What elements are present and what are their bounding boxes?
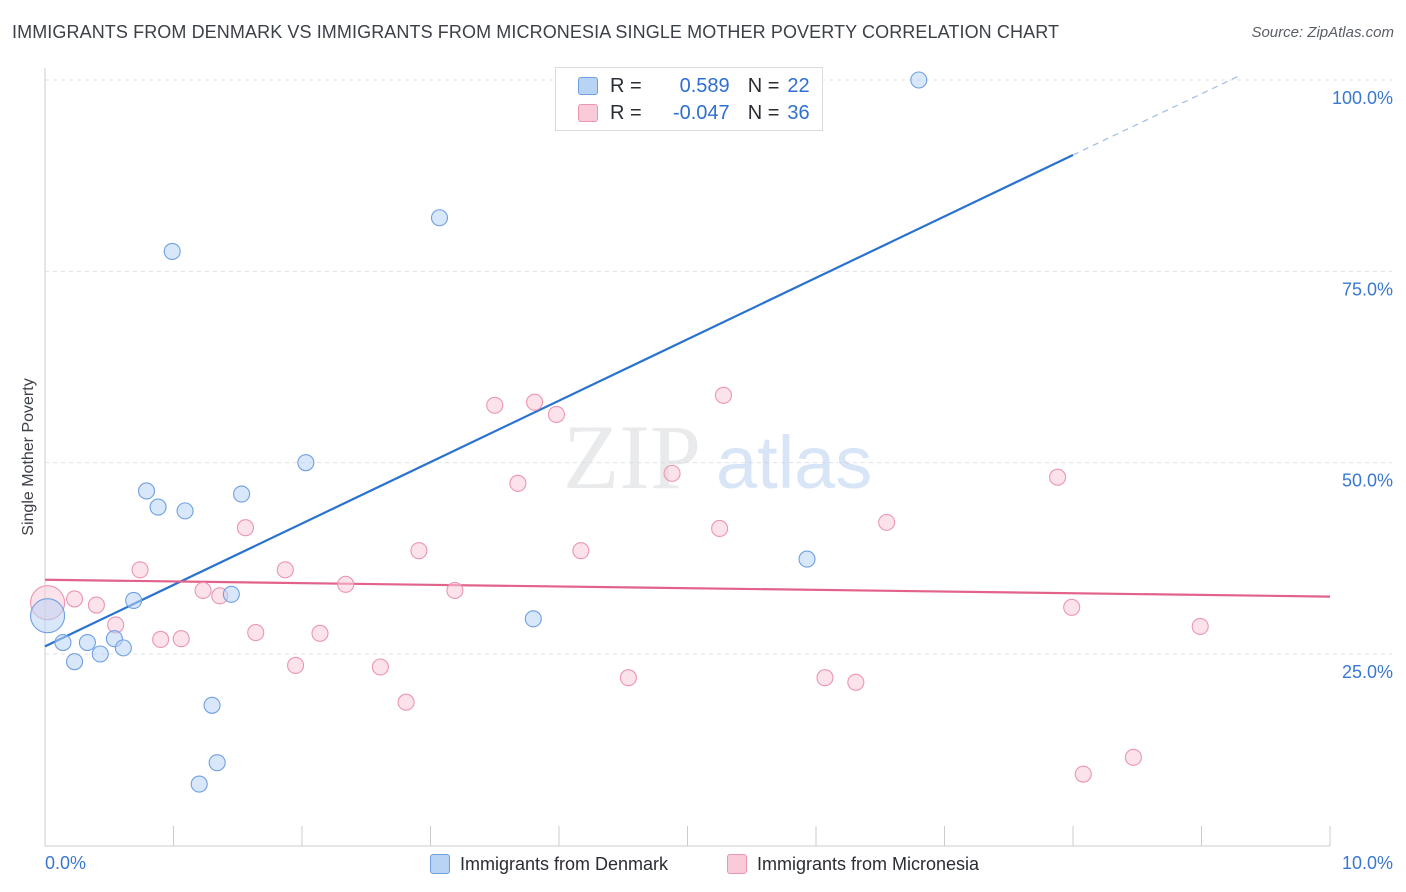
legend-row-micronesia: R = -0.047 N = 36 bbox=[578, 100, 810, 126]
denmark-point bbox=[190, 775, 208, 793]
micronesia-point bbox=[526, 393, 544, 411]
denmark-point bbox=[208, 754, 226, 772]
micronesia-point bbox=[311, 624, 329, 642]
micronesia-point bbox=[131, 561, 149, 579]
micronesia-point bbox=[337, 575, 355, 593]
x-tick-label-max: 10.0% bbox=[1342, 853, 1393, 873]
micronesia-point bbox=[236, 519, 255, 537]
denmark-point bbox=[30, 598, 66, 634]
denmark-legend-swatch bbox=[430, 854, 450, 874]
micronesia-point bbox=[247, 624, 265, 642]
micronesia-point bbox=[1191, 617, 1209, 635]
micronesia-point bbox=[714, 386, 733, 404]
denmark-point bbox=[137, 482, 156, 500]
micronesia-point bbox=[397, 693, 415, 711]
y-tick-label: 75.0% bbox=[1342, 279, 1393, 299]
denmark-point bbox=[233, 485, 251, 503]
y-tick-label: 25.0% bbox=[1342, 662, 1393, 682]
micronesia-trend-line bbox=[44, 578, 1331, 598]
data-points bbox=[30, 71, 1209, 793]
micronesia-point bbox=[66, 590, 84, 608]
denmark-point bbox=[430, 209, 449, 227]
x-tick-label-min: 0.0% bbox=[45, 853, 86, 873]
denmark-swatch bbox=[578, 77, 598, 95]
micronesia-point bbox=[87, 596, 105, 614]
micronesia-point bbox=[1063, 598, 1081, 616]
micronesia-point bbox=[287, 656, 305, 675]
denmark-point bbox=[163, 242, 181, 260]
micronesia-point bbox=[711, 519, 729, 538]
micronesia-swatch bbox=[578, 104, 598, 122]
legend-n-label: N = bbox=[747, 101, 780, 124]
watermark-zip: ZIP bbox=[563, 406, 701, 508]
denmark-trend-line bbox=[44, 154, 1074, 648]
trend-lines bbox=[44, 74, 1331, 648]
micronesia-point bbox=[619, 669, 637, 687]
legend-r-value: -0.047 bbox=[672, 101, 730, 124]
denmark-point bbox=[54, 633, 72, 652]
legend-n-label: N = bbox=[747, 74, 780, 97]
micronesia-legend-swatch bbox=[727, 854, 747, 874]
micronesia-point bbox=[1049, 468, 1067, 486]
micronesia-point bbox=[194, 581, 212, 600]
denmark-point bbox=[114, 639, 132, 657]
micronesia-point bbox=[816, 669, 834, 687]
legend-row-denmark: R = 0.589 N = 22 bbox=[578, 73, 810, 99]
legend-r-label: R = bbox=[610, 101, 642, 124]
axes bbox=[44, 68, 1331, 847]
watermark-atlas: atlas bbox=[716, 421, 872, 504]
micronesia-point bbox=[410, 542, 428, 560]
y-tick-label: 100.0% bbox=[1332, 88, 1393, 108]
legend-r-value: 0.589 bbox=[679, 74, 730, 97]
micronesia-point bbox=[878, 513, 896, 531]
gridlines bbox=[45, 79, 1392, 655]
micronesia-point bbox=[1124, 748, 1142, 766]
legend-item-denmark[interactable]: Immigrants from Denmark bbox=[430, 851, 668, 877]
micronesia-point bbox=[663, 464, 681, 482]
micronesia-point bbox=[486, 396, 504, 414]
legend-r-label: R = bbox=[610, 74, 642, 97]
micronesia-point bbox=[847, 673, 865, 691]
denmark-point bbox=[203, 696, 221, 714]
micronesia-point bbox=[1074, 765, 1092, 783]
tick-labels: 25.0% 50.0% 75.0% 100.0% 0.0% 10.0% bbox=[45, 88, 1393, 873]
micronesia-point bbox=[547, 405, 565, 424]
chart-title: IMMIGRANTS FROM DENMARK VS IMMIGRANTS FR… bbox=[12, 22, 1060, 42]
legend-label-denmark: Immigrants from Denmark bbox=[460, 853, 669, 874]
y-tick-label: 50.0% bbox=[1342, 471, 1393, 491]
watermark: ZIP atlas bbox=[563, 406, 872, 508]
micronesia-point bbox=[152, 630, 170, 649]
correlation-legend: R = 0.589 N = 22 R = -0.047 N = 36 bbox=[555, 67, 823, 131]
denmark-point bbox=[297, 454, 315, 472]
micronesia-point bbox=[572, 542, 590, 560]
denmark-point bbox=[125, 591, 143, 609]
denmark-point bbox=[910, 71, 928, 89]
denmark-point bbox=[91, 645, 109, 663]
legend-n-value: 36 bbox=[787, 101, 810, 124]
micronesia-point bbox=[371, 658, 389, 676]
legend-n-value: 22 bbox=[787, 74, 810, 97]
micronesia-point bbox=[509, 474, 527, 492]
denmark-point bbox=[524, 610, 542, 628]
legend-item-micronesia[interactable]: Immigrants from Micronesia bbox=[727, 851, 979, 877]
denmark-point bbox=[798, 550, 816, 568]
denmark-point bbox=[66, 653, 84, 671]
denmark-point bbox=[149, 498, 167, 516]
denmark-point bbox=[78, 633, 96, 652]
micronesia-point bbox=[446, 581, 464, 600]
denmark-point bbox=[222, 585, 240, 603]
source-label: Source: ZipAtlas.com bbox=[1251, 24, 1394, 41]
micronesia-point bbox=[172, 630, 190, 648]
denmark-trend-extension bbox=[1072, 74, 1241, 156]
micronesia-point bbox=[276, 561, 294, 579]
legend-label-micronesia: Immigrants from Micronesia bbox=[757, 853, 980, 874]
denmark-point bbox=[176, 502, 194, 520]
